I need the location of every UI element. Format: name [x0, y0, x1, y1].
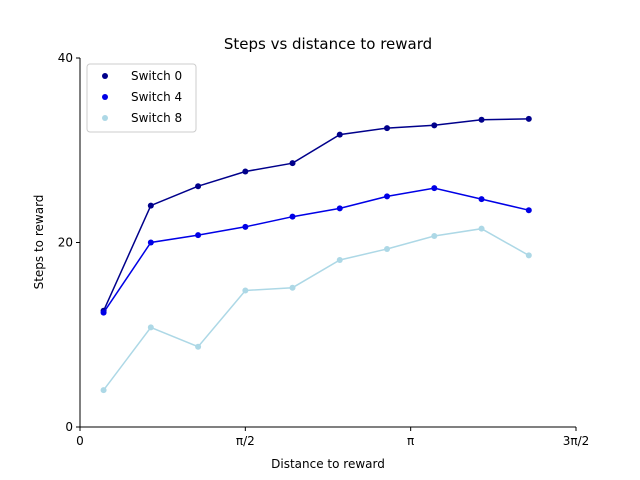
x-axis-label: Distance to reward — [271, 457, 385, 471]
y-tick-label: 0 — [65, 420, 73, 434]
data-point — [384, 245, 391, 252]
data-point — [336, 131, 343, 138]
data-point — [195, 232, 202, 239]
x-tick-label: π/2 — [236, 434, 255, 448]
legend: Switch 0 Switch 4 Switch 8 — [86, 63, 197, 133]
data-point — [100, 309, 107, 316]
chart-title: Steps vs distance to reward — [224, 35, 432, 53]
data-point — [384, 193, 391, 200]
series-group — [100, 115, 532, 394]
legend-marker — [102, 115, 108, 121]
x-tick-label: 3π/2 — [563, 434, 590, 448]
data-point — [525, 207, 532, 214]
data-point — [147, 202, 154, 209]
data-point — [525, 115, 532, 122]
legend-item: Switch 0 — [102, 69, 182, 83]
data-point — [289, 284, 296, 291]
legend-label: Switch 8 — [131, 111, 182, 125]
data-point — [478, 116, 485, 123]
data-point — [195, 183, 202, 190]
legend-label: Switch 0 — [131, 69, 182, 83]
y-tick-label: 20 — [58, 236, 73, 250]
legend-marker — [102, 94, 108, 100]
y-tick-label: 40 — [58, 51, 73, 65]
series-line — [102, 118, 529, 312]
y-axis-label: Steps to reward — [32, 195, 46, 290]
data-point — [242, 168, 249, 175]
x-tick-label: π — [407, 434, 414, 448]
data-point — [100, 387, 107, 394]
data-point — [336, 257, 343, 264]
legend-box — [86, 63, 197, 133]
data-point — [147, 239, 154, 246]
data-point — [431, 233, 438, 240]
axes: 0 π/2 π 3π/2 0 20 40 — [58, 51, 590, 448]
legend-item: Switch 8 — [102, 111, 182, 125]
legend-label: Switch 4 — [131, 90, 182, 104]
data-point — [431, 122, 438, 129]
series-0 — [100, 115, 532, 314]
data-point — [525, 252, 532, 259]
data-point — [147, 324, 154, 331]
data-point — [289, 213, 296, 220]
series-1 — [100, 185, 532, 316]
data-point — [384, 125, 391, 132]
data-point — [336, 205, 343, 212]
data-point — [242, 287, 249, 294]
x-tick-label: 0 — [76, 434, 84, 448]
data-point — [242, 223, 249, 230]
series-line — [103, 227, 530, 391]
data-point — [478, 196, 485, 203]
legend-item: Switch 4 — [102, 90, 182, 104]
legend-marker — [102, 73, 108, 79]
data-point — [478, 225, 485, 232]
data-point — [431, 185, 438, 192]
data-point — [289, 160, 296, 167]
series-line — [102, 187, 529, 314]
series-2 — [100, 225, 532, 394]
data-point — [195, 343, 202, 350]
